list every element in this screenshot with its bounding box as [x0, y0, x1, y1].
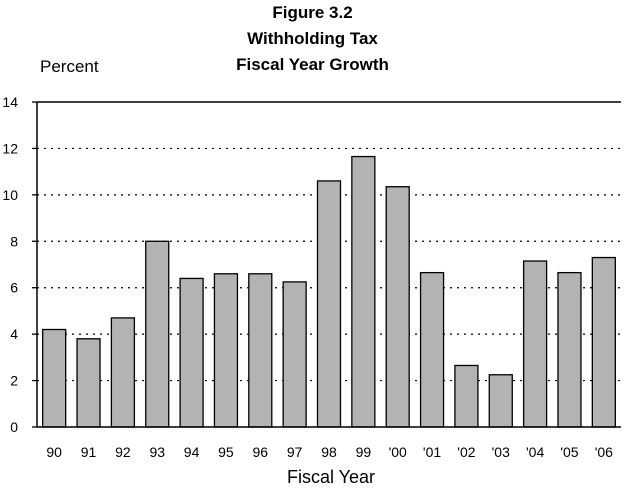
x-axis-label: Fiscal Year	[287, 467, 375, 487]
chart-title-line-3: Fiscal Year Growth	[236, 55, 389, 74]
bar-95	[213, 273, 239, 428]
x-tick-label: '06	[595, 444, 613, 460]
bar-91	[76, 338, 101, 428]
chart-title-line-1: Figure 3.2	[272, 3, 353, 22]
x-tick-label: 96	[253, 444, 269, 460]
y-tick-label: 8	[10, 233, 18, 249]
bar-06	[591, 256, 616, 428]
x-tick-label: 99	[356, 444, 372, 460]
x-tick-label: '03	[492, 444, 510, 460]
bar-96	[248, 273, 273, 428]
bar-98	[316, 180, 342, 428]
y-tick-label: 6	[10, 280, 18, 296]
x-tick-label: 97	[287, 444, 303, 460]
x-tick-label: 98	[321, 444, 337, 460]
bar-90	[42, 328, 67, 428]
y-tick-label: 0	[10, 419, 18, 435]
bar-94	[179, 277, 204, 428]
y-tick-label: 10	[2, 187, 18, 203]
bar-01	[419, 271, 445, 428]
y-tick-label: 2	[10, 373, 18, 389]
y-tick-label: 12	[2, 140, 18, 156]
y-axis-label: Percent	[40, 57, 99, 76]
x-tick-label: 92	[115, 444, 131, 460]
x-tick-label: 94	[184, 444, 200, 460]
y-tick-label: 4	[10, 326, 18, 342]
bar-03	[488, 374, 513, 428]
bar-92	[110, 317, 136, 428]
y-tick-labels: 0 2 4 6 8 10 12 14	[2, 94, 18, 435]
x-tick-label: 90	[46, 444, 62, 460]
bar-05	[557, 271, 582, 428]
bar-00	[385, 186, 410, 428]
bar-99	[351, 155, 376, 428]
bars-layer	[42, 155, 616, 428]
x-tick-label: '04	[526, 444, 544, 460]
axes-layer	[32, 101, 621, 428]
bar-04	[522, 260, 548, 428]
y-tick-label: 14	[2, 94, 18, 110]
x-tick-labels: 90 91 92 93 94 95 96 97 98 99 '00 '01 '02 '03 '04 '05 '0…	[46, 444, 613, 460]
bar-02	[454, 364, 479, 428]
x-tick-label: 95	[218, 444, 234, 460]
bar-97	[282, 281, 307, 428]
x-tick-label: '02	[457, 444, 475, 460]
chart-title-line-2: Withholding Tax	[247, 29, 378, 48]
x-tick-label: '01	[423, 444, 441, 460]
x-tick-label: '05	[560, 444, 578, 460]
x-tick-label: '00	[389, 444, 407, 460]
bar-93	[145, 240, 170, 428]
x-tick-label: 93	[149, 444, 165, 460]
x-tick-label: 91	[81, 444, 97, 460]
